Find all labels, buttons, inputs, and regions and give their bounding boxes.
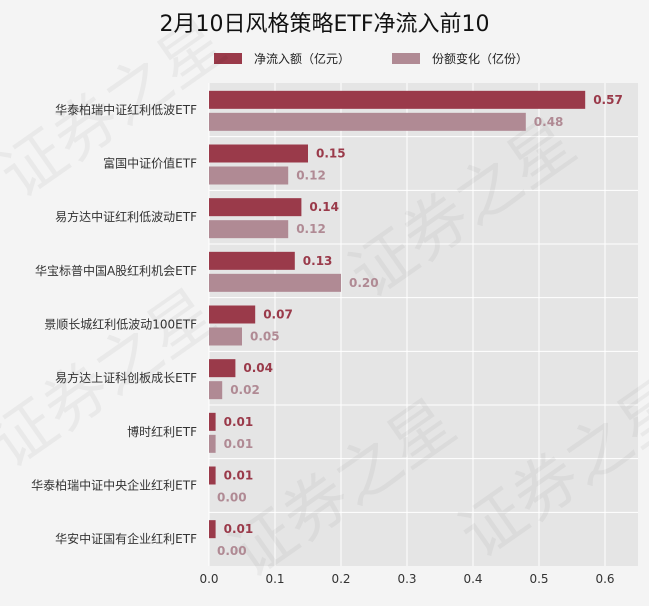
data-label-share-change: 0.00	[217, 544, 247, 558]
bar-net-inflow	[209, 251, 295, 270]
data-label-net-inflow: 0.01	[224, 415, 254, 429]
bar-share-change	[209, 112, 526, 131]
chart-title: 2月10日风格策略ETF净流入前10	[159, 12, 490, 37]
x-tick-label: 0.0	[199, 572, 218, 586]
bar-net-inflow	[209, 412, 216, 431]
plot-area	[209, 83, 638, 566]
data-label-net-inflow: 0.01	[224, 469, 254, 483]
legend: 净流入额（亿元） 份额变化（亿份）	[214, 49, 570, 67]
data-label-share-change: 0.01	[224, 437, 254, 451]
data-label-net-inflow: 0.14	[309, 200, 339, 214]
data-label-share-change: 0.12	[296, 169, 326, 183]
bar-net-inflow	[209, 466, 216, 485]
bar-net-inflow	[209, 520, 216, 539]
bar-share-change	[209, 381, 223, 400]
legend-swatch-net-inflow	[214, 52, 242, 64]
legend-item-share-change: 份额变化（亿份）	[392, 50, 528, 67]
legend-label-net-inflow: 净流入额（亿元）	[254, 51, 351, 66]
category-label: 华安中证国有企业红利ETF	[55, 531, 197, 546]
bar-share-change	[209, 166, 289, 185]
legend-label-share-change: 份额变化（亿份）	[432, 51, 529, 66]
data-label-net-inflow: 0.13	[303, 254, 333, 268]
data-label-net-inflow: 0.07	[263, 308, 293, 322]
category-label: 富国中证价值ETF	[103, 156, 197, 171]
category-label: 易方达上证科创板成长ETF	[55, 370, 197, 385]
category-label: 景顺长城红利低波动100ETF	[44, 317, 197, 332]
data-label-share-change: 0.48	[534, 115, 564, 129]
category-label: 华宝标普中国A股红利机会ETF	[35, 263, 197, 278]
category-label: 华泰柏瑞中证红利低波ETF	[55, 102, 197, 117]
bar-net-inflow	[209, 305, 256, 324]
bar-share-change	[209, 273, 341, 292]
data-label-net-inflow: 0.15	[316, 147, 346, 161]
data-label-share-change: 0.05	[250, 330, 280, 344]
x-tick-label: 0.2	[331, 572, 350, 586]
data-label-net-inflow: 0.57	[593, 93, 623, 107]
x-tick-label: 0.6	[595, 572, 614, 586]
bar-share-change	[209, 434, 216, 453]
bar-net-inflow	[209, 90, 586, 109]
data-label-net-inflow: 0.01	[224, 522, 254, 536]
x-tick-label: 0.1	[265, 572, 284, 586]
bar-net-inflow	[209, 359, 236, 378]
data-label-share-change: 0.00	[217, 491, 247, 505]
bar-share-change	[209, 220, 289, 239]
category-label: 易方达中证红利低波动ETF	[55, 209, 197, 224]
data-label-share-change: 0.20	[349, 276, 379, 290]
x-tick-label: 0.3	[397, 572, 416, 586]
category-label: 博时红利ETF	[127, 424, 197, 439]
data-label-share-change: 0.12	[296, 222, 326, 236]
data-label-net-inflow: 0.04	[243, 361, 273, 375]
bar-share-change	[209, 327, 242, 346]
bar-net-inflow	[209, 198, 302, 217]
category-label: 华泰柏瑞中证中央企业红利ETF	[31, 478, 197, 493]
legend-item-net-inflow: 净流入额（亿元）	[214, 50, 350, 67]
x-tick-label: 0.5	[529, 572, 548, 586]
legend-swatch-share-change	[392, 52, 421, 64]
bar-net-inflow	[209, 144, 308, 163]
x-tick-label: 0.4	[463, 572, 482, 586]
data-label-share-change: 0.02	[230, 383, 260, 397]
